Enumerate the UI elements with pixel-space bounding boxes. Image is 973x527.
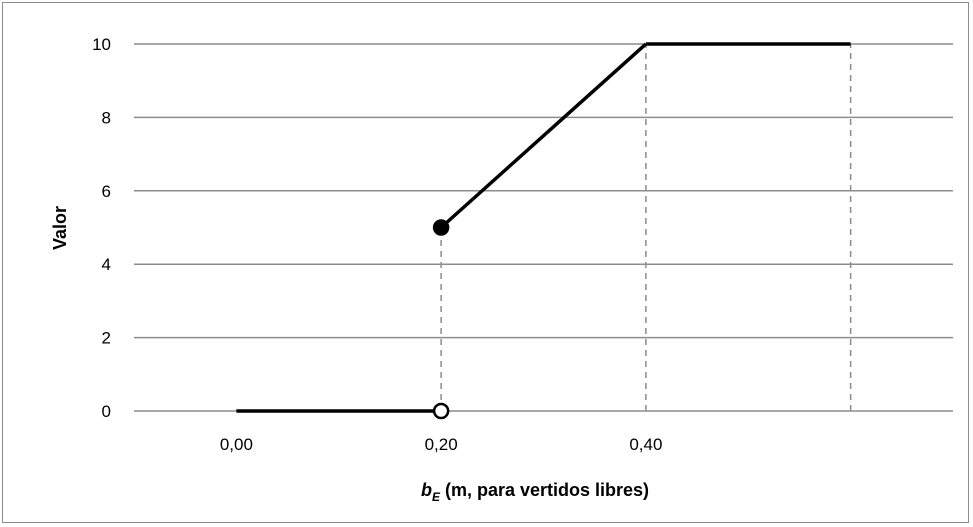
y-axis-title: Valor (50, 206, 70, 250)
reference-lines (440, 44, 852, 411)
point-layer (432, 219, 450, 420)
marker-filled-0 (432, 219, 450, 236)
y-tick-labels: 0 2 4 6 8 10 (92, 35, 111, 421)
x-tick-label-0-20: 0,20 (425, 435, 458, 454)
marker-open-1 (432, 402, 450, 420)
x-axis-symbol: b (421, 480, 432, 500)
y-tick-label-2: 2 (102, 329, 111, 348)
y-tick-label-8: 8 (102, 108, 111, 127)
grid-layer (134, 43, 953, 412)
x-axis-subscript: E (432, 490, 441, 504)
series-layer (236, 42, 851, 413)
y-tick-label-10: 10 (92, 35, 111, 54)
x-tick-labels: 0,00 0,20 0,40 (220, 435, 663, 454)
y-tick-label-4: 4 (102, 255, 111, 274)
y-tick-label-6: 6 (102, 182, 111, 201)
series-segment-ramp (439, 42, 648, 229)
x-tick-label-0-40: 0,40 (629, 435, 662, 454)
x-axis-title: bE (m, para vertidos libres) (421, 480, 649, 504)
x-tick-label-0-00: 0,00 (220, 435, 253, 454)
x-axis-text: (m, para vertidos libres) (440, 480, 649, 500)
y-tick-label-0: 0 (102, 402, 111, 421)
